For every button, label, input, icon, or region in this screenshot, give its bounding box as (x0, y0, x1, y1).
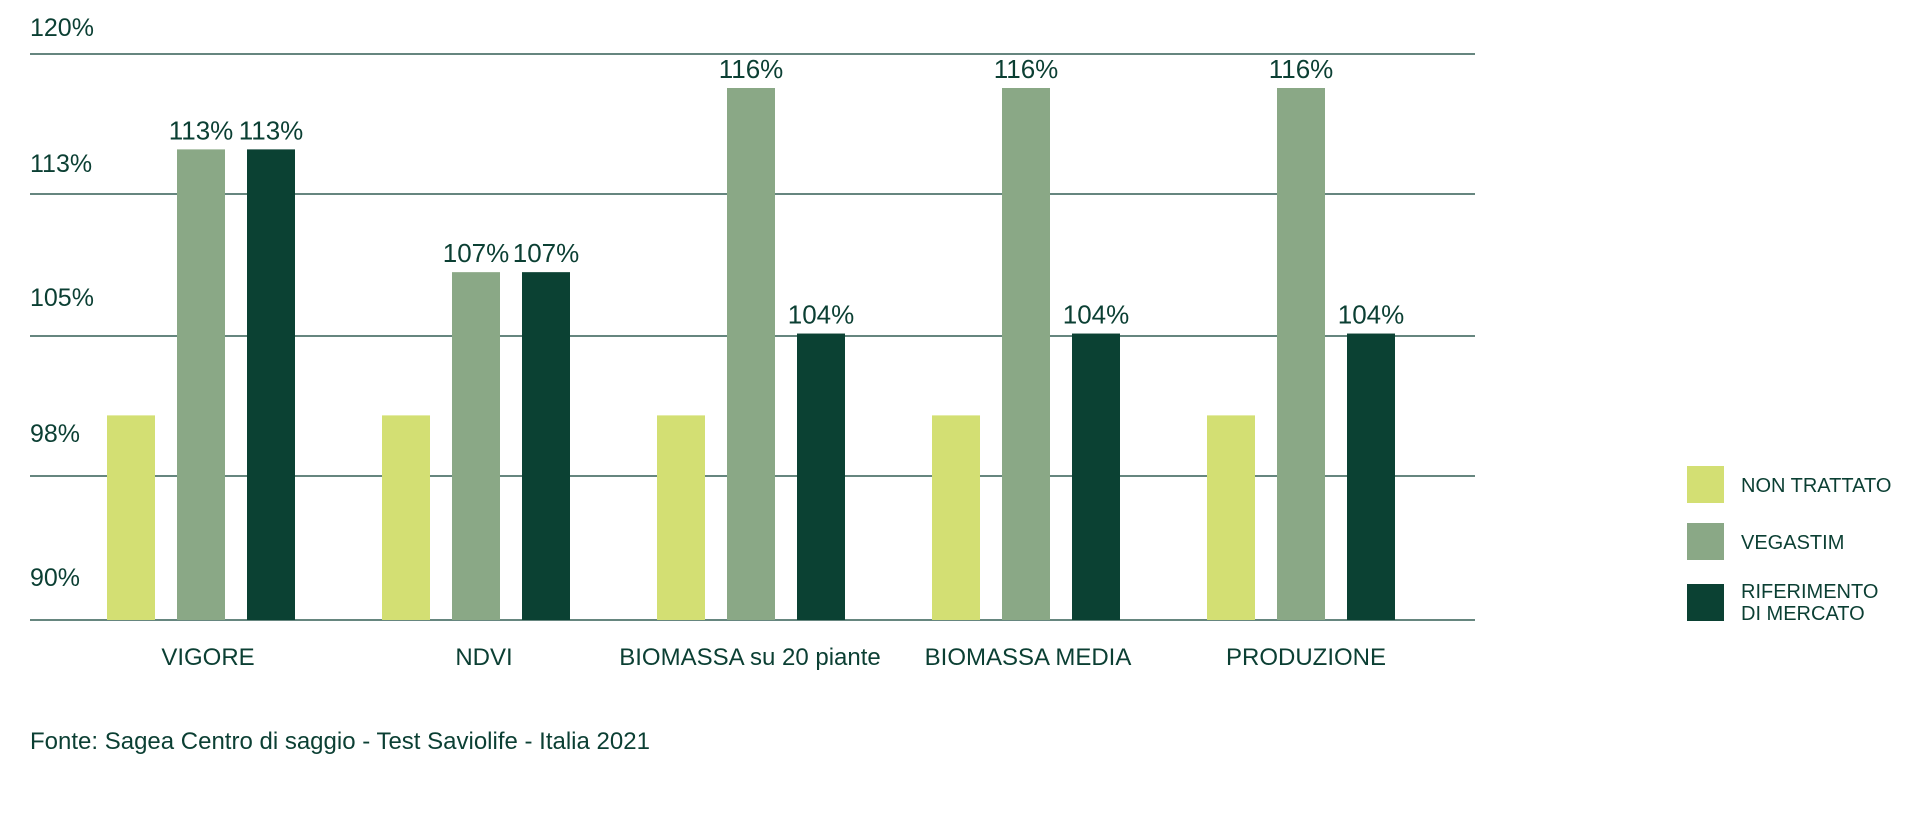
y-tick-label: 98% (30, 420, 80, 448)
bar (1347, 333, 1395, 620)
bar (1072, 333, 1120, 620)
category-label: BIOMASSA su 20 piante (619, 644, 880, 671)
category-label: NDVI (455, 644, 512, 671)
data-label: 113% (239, 115, 304, 145)
bar (1277, 88, 1325, 620)
legend-label: NON TRATTATO (1741, 475, 1891, 497)
category-labels: VIGORE NDVI BIOMASSA su 20 piante BIOMASSA … (161, 644, 1386, 671)
legend-label: VEGASTIM (1741, 532, 1844, 554)
bar (247, 149, 295, 620)
y-tick-labels: 120% 113% 105% 98% 90% (30, 14, 94, 592)
bar (1207, 415, 1255, 620)
data-label: 104% (1063, 300, 1130, 330)
legend-swatch (1687, 584, 1724, 621)
y-tick-label: 105% (30, 284, 94, 312)
bar (797, 333, 845, 620)
bar (382, 415, 430, 620)
y-tick-label: 113% (30, 150, 92, 178)
bar (1002, 88, 1050, 620)
data-label: 107% (513, 238, 580, 268)
category-label: BIOMASSA MEDIA (925, 644, 1132, 671)
bar (522, 272, 570, 620)
bar (177, 149, 225, 620)
value-labels: 113% 113% 107% 107% 116% 104% 116% 104% 116% 104% (169, 54, 1405, 330)
bar (932, 415, 980, 620)
bar (727, 88, 775, 620)
legend-label: RIFERIMENTO DI MERCATO (1741, 581, 1878, 625)
y-tick-label: 90% (30, 564, 80, 592)
legend-swatch (1687, 523, 1724, 560)
data-label: 116% (1269, 54, 1334, 84)
bar (452, 272, 500, 620)
bars (107, 88, 1395, 620)
data-label: 116% (719, 54, 784, 84)
data-label: 104% (788, 300, 855, 330)
legend: NON TRATTATO VEGASTIM RIFERIMENTO DI MERCAT… (1687, 466, 1891, 625)
y-tick-label: 120% (30, 14, 94, 42)
bar (107, 415, 155, 620)
source-note: Fonte: Sagea Centro di saggio - Test Sav… (30, 728, 650, 755)
data-label: 113% (169, 115, 234, 145)
bar (657, 415, 705, 620)
category-label: VIGORE (161, 644, 254, 671)
data-label: 116% (994, 54, 1059, 84)
data-label: 107% (443, 238, 510, 268)
data-label: 104% (1338, 300, 1405, 330)
legend-swatch (1687, 466, 1724, 503)
category-label: PRODUZIONE (1226, 644, 1386, 671)
